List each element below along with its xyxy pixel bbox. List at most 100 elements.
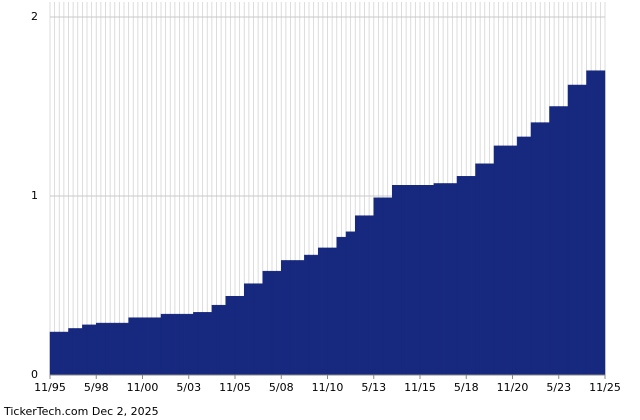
bar xyxy=(133,317,139,376)
bar xyxy=(234,295,240,376)
bar xyxy=(220,304,226,376)
bar xyxy=(322,247,328,376)
bar xyxy=(572,84,578,376)
bar xyxy=(401,185,407,376)
bar xyxy=(151,317,157,376)
x-tick-label: 5/03 xyxy=(176,381,201,394)
bar xyxy=(368,215,374,376)
bar xyxy=(49,331,55,376)
x-tick-label: 11/05 xyxy=(219,381,251,394)
bar xyxy=(438,183,444,376)
bar xyxy=(244,283,250,376)
bar xyxy=(447,183,453,376)
bar xyxy=(77,328,83,376)
bar xyxy=(331,247,337,376)
bar xyxy=(146,317,152,376)
bar xyxy=(262,270,268,376)
bar xyxy=(535,122,541,376)
bar xyxy=(123,322,129,376)
bar xyxy=(82,324,88,376)
bar xyxy=(530,122,536,376)
bar xyxy=(461,176,467,376)
bar xyxy=(299,260,305,376)
x-tick-label: 11/10 xyxy=(312,381,344,394)
bar xyxy=(577,84,583,376)
x-tick-label: 11/15 xyxy=(404,381,436,394)
bar xyxy=(498,145,504,376)
bar xyxy=(526,136,532,376)
bar xyxy=(281,260,287,376)
x-tick-label: 5/08 xyxy=(269,381,294,394)
bar xyxy=(119,322,125,376)
bar xyxy=(549,106,555,376)
bar xyxy=(466,176,472,376)
x-tick-label: 11/00 xyxy=(127,381,159,394)
bar xyxy=(503,145,509,376)
bar xyxy=(114,322,120,376)
bar xyxy=(170,313,176,376)
bar xyxy=(470,176,476,376)
bar xyxy=(433,183,439,376)
bar xyxy=(156,317,162,376)
bar xyxy=(230,295,236,376)
x-tick-label: 5/13 xyxy=(361,381,386,394)
bar xyxy=(160,313,166,376)
bar xyxy=(558,106,564,376)
bar xyxy=(285,260,291,376)
bar xyxy=(96,322,102,376)
bar xyxy=(294,260,300,376)
bar xyxy=(271,270,277,376)
bar xyxy=(207,312,213,376)
x-tick-label: 5/18 xyxy=(454,381,479,394)
source-note: TickerTech.com Dec 2, 2025 xyxy=(3,405,159,418)
bar xyxy=(595,70,601,376)
x-tick-label: 11/25 xyxy=(589,381,621,394)
bar xyxy=(253,283,259,376)
bar xyxy=(479,163,485,376)
bar xyxy=(193,312,199,376)
x-tick-label: 5/98 xyxy=(84,381,109,394)
bar xyxy=(216,304,222,376)
x-tick-label: 11/20 xyxy=(497,381,529,394)
bar xyxy=(373,197,379,376)
bar xyxy=(248,283,254,376)
bar xyxy=(521,136,527,376)
bar xyxy=(211,304,217,376)
bar xyxy=(313,254,319,376)
bar xyxy=(165,313,171,376)
bar xyxy=(364,215,370,376)
bar xyxy=(318,247,324,376)
bar xyxy=(359,215,365,376)
bar xyxy=(553,106,559,376)
bar xyxy=(410,185,416,376)
bar xyxy=(267,270,273,376)
bar xyxy=(86,324,92,376)
bar xyxy=(563,106,569,376)
bar xyxy=(507,145,513,376)
bar xyxy=(493,145,499,376)
bar xyxy=(304,254,310,376)
bar xyxy=(475,163,481,376)
bar xyxy=(484,163,490,376)
bar xyxy=(197,312,203,376)
bar xyxy=(174,313,180,376)
bar xyxy=(239,295,245,376)
bar xyxy=(137,317,143,376)
bar xyxy=(68,328,74,376)
y-tick-label: 2 xyxy=(31,10,38,23)
bar xyxy=(442,183,448,376)
bar xyxy=(63,331,69,376)
x-tick-label: 11/95 xyxy=(34,381,66,394)
bar xyxy=(600,70,606,376)
bar xyxy=(188,313,194,376)
bar xyxy=(72,328,78,376)
bar xyxy=(327,247,333,376)
bar xyxy=(341,236,347,376)
bar xyxy=(590,70,596,376)
bar xyxy=(350,231,356,376)
bar xyxy=(489,163,495,376)
bar xyxy=(100,322,106,376)
bar xyxy=(345,231,351,376)
bar xyxy=(415,185,421,376)
